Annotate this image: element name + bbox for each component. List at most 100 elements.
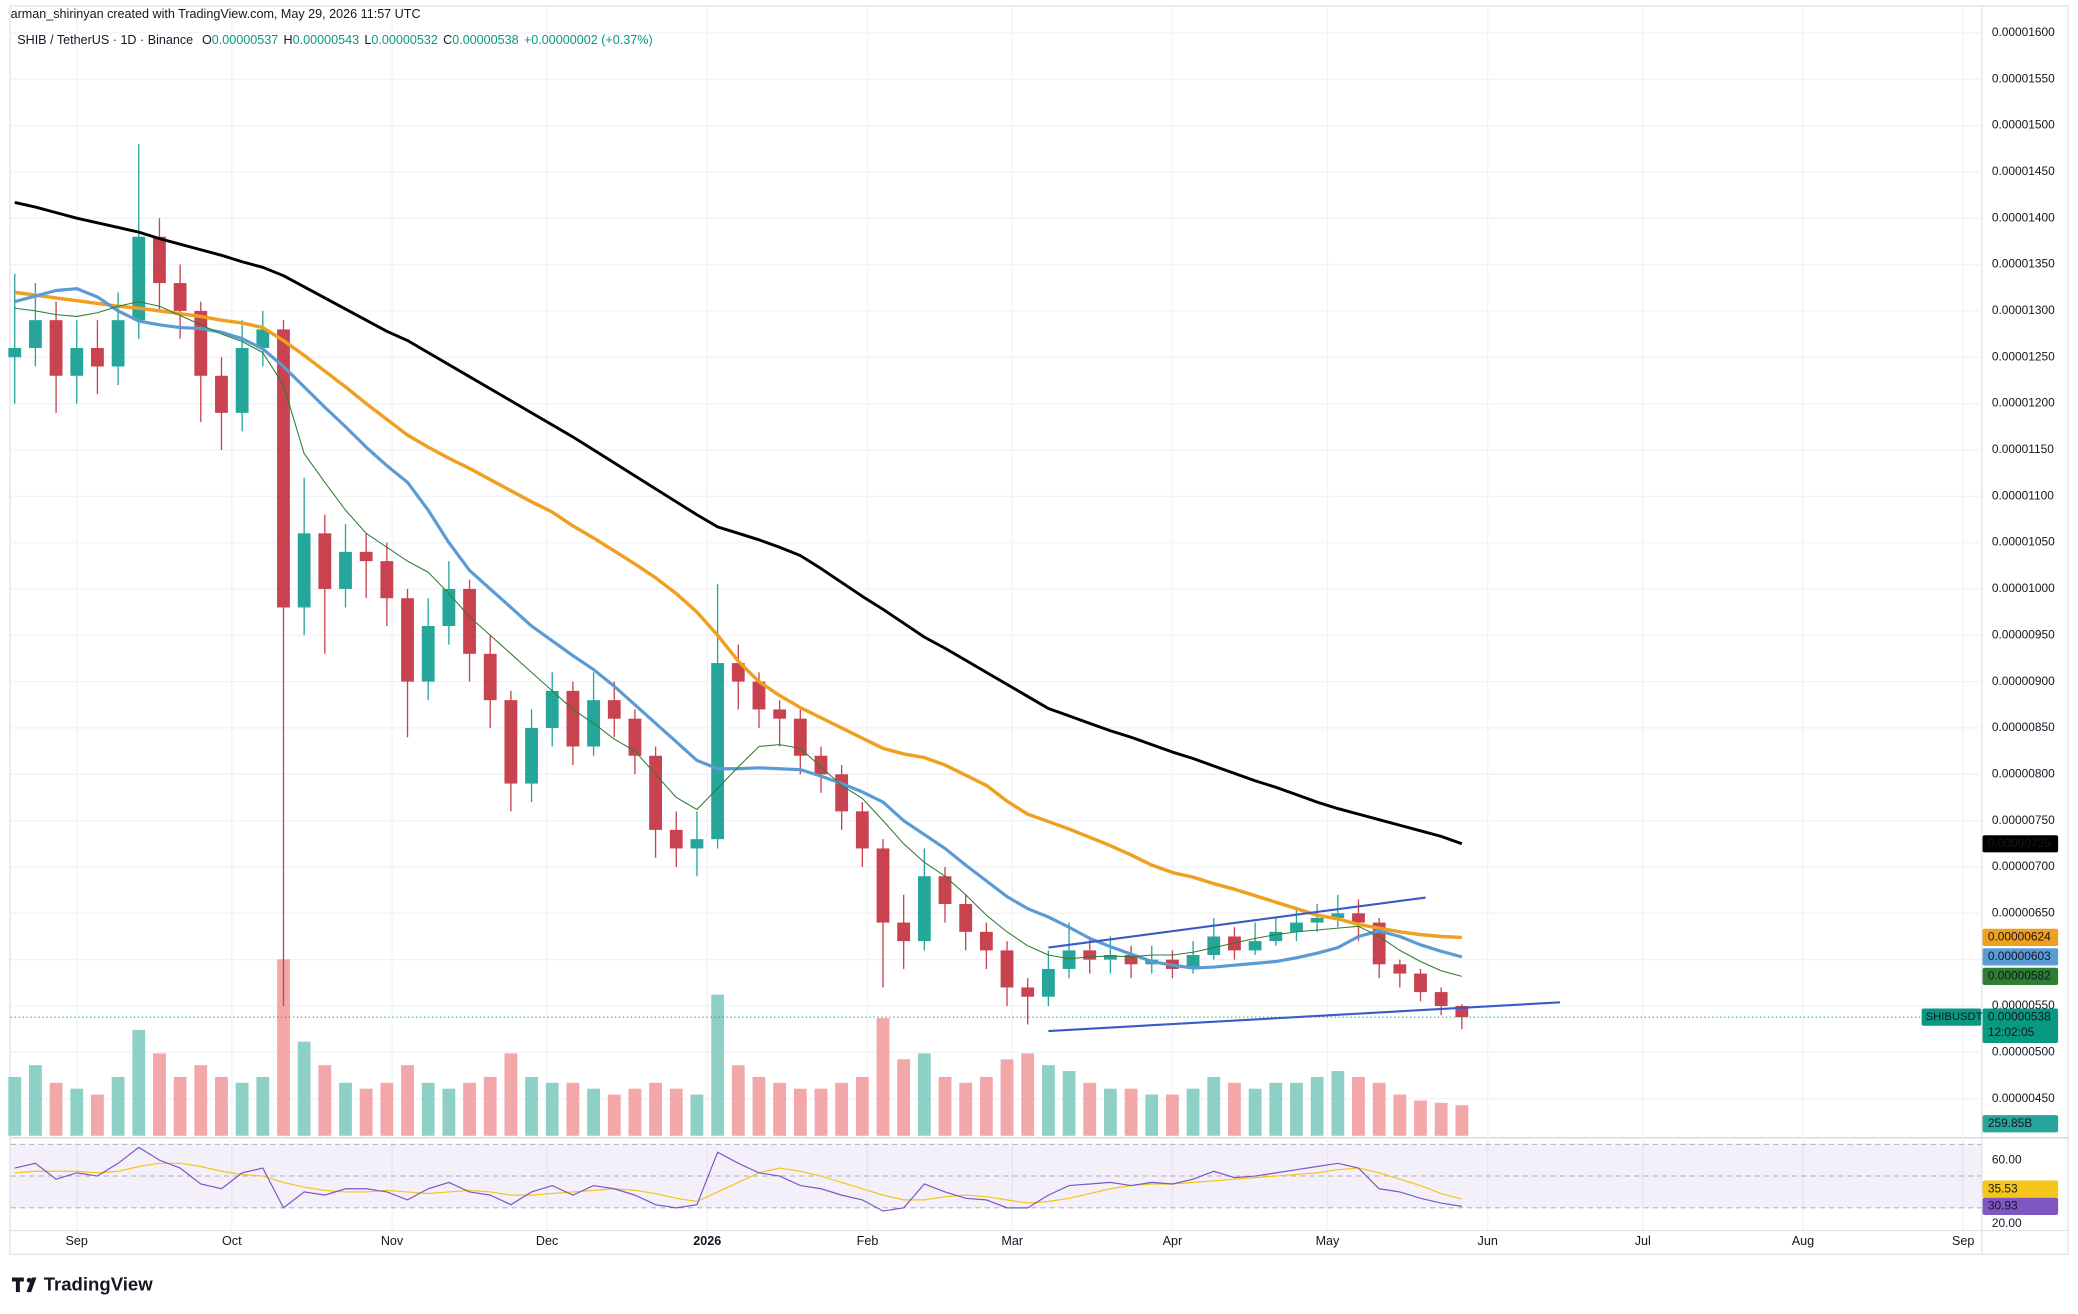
candle-body: [173, 283, 187, 311]
price-tag-label: 0.00000725: [1988, 836, 2051, 850]
candle-body: [442, 588, 456, 627]
volume-bar: [1248, 1088, 1262, 1136]
volume-bar: [297, 1041, 311, 1136]
candle-body: [504, 700, 518, 784]
logo-dot: [26, 1277, 32, 1283]
volume-bar: [1145, 1094, 1159, 1136]
volume-bar: [793, 1088, 807, 1136]
volume-bar: [690, 1094, 704, 1136]
volume-bar: [1331, 1071, 1345, 1136]
y-tick-label: 0.00000500: [1992, 1044, 2055, 1058]
volume-bar: [318, 1065, 332, 1136]
y-tick-label: 0.00000800: [1992, 766, 2055, 780]
ohlc-key: H: [284, 33, 293, 47]
volume-bar: [649, 1082, 663, 1136]
candle-body: [277, 329, 290, 608]
ohlc-value: 0.00000532: [371, 33, 437, 47]
candle-body: [111, 320, 125, 367]
volume-bar: [70, 1088, 84, 1136]
candle-body: [1000, 950, 1014, 988]
volume-bar: [111, 1076, 125, 1136]
candle-body: [731, 663, 745, 682]
y-tick-label: 0.00001400: [1992, 210, 2055, 224]
volume-bar: [401, 1065, 414, 1136]
candle-body: [421, 626, 435, 682]
x-tick-label: May: [1316, 1234, 1340, 1248]
volume-bar: [773, 1082, 787, 1136]
volume-bar: [132, 1029, 146, 1136]
y-tick-label: 0.00001300: [1992, 303, 2055, 317]
candle-body: [1455, 1005, 1469, 1018]
moving-average: [14, 290, 1462, 940]
candle-body: [917, 876, 931, 942]
rsi-line: [14, 1146, 1462, 1212]
volume-bar: [442, 1088, 456, 1136]
volume-bar: [463, 1082, 476, 1136]
candle-body: [545, 690, 559, 728]
y-tick-label: 0.00001000: [1992, 581, 2055, 595]
ohlc-value: 0.00000538: [452, 33, 518, 47]
volume-bar: [1062, 1071, 1076, 1136]
volume-bar: [959, 1082, 973, 1136]
moving-average: [14, 287, 1463, 970]
candle-body: [91, 347, 104, 367]
y-tick-label: 0.00001150: [1992, 442, 2054, 456]
x-tick-label: Dec: [536, 1234, 558, 1248]
candle-body: [1062, 950, 1076, 969]
y-tick-label: 0.00001500: [1992, 118, 2055, 132]
x-tick-label: Sep: [66, 1234, 88, 1248]
price-tag-label: 30.93: [1988, 1199, 2018, 1213]
volume-bar: [1207, 1076, 1221, 1136]
candle-body: [876, 848, 890, 923]
candle-body: [773, 709, 787, 719]
candle-body: [1269, 931, 1283, 942]
candle-body: [297, 533, 311, 608]
volume-bar: [835, 1082, 849, 1136]
candle-body: [959, 904, 973, 932]
candle-body: [1434, 992, 1448, 1006]
candle-body: [1414, 973, 1427, 993]
volume-bar: [1103, 1088, 1117, 1136]
candle-body: [752, 681, 766, 710]
ohlc-key: C: [443, 33, 452, 47]
volume-bar: [8, 1076, 22, 1136]
volume-bar: [1186, 1088, 1200, 1136]
candle-body: [1103, 955, 1117, 960]
symbol-tag-label: SHIBUSDT: [1926, 1011, 1983, 1023]
y-tick-label: 0.00001600: [1992, 25, 2055, 39]
volume-bar: [1021, 1053, 1035, 1136]
volume-bar: [731, 1065, 745, 1136]
candle-body: [1021, 987, 1035, 997]
x-tick-label: Aug: [1792, 1234, 1814, 1248]
brand-logo: TradingView: [11, 1273, 153, 1294]
brand-name: TradingView: [44, 1273, 153, 1294]
volume-bar: [752, 1076, 766, 1136]
candle-body: [215, 375, 228, 413]
ohlc-value: 0.00000537: [212, 33, 278, 47]
volume-bar: [587, 1088, 600, 1136]
price-tag-label: 0.00000538: [1988, 1009, 2051, 1023]
candle-body: [525, 727, 538, 784]
candle-body: [1041, 968, 1055, 997]
volume-bar: [1414, 1100, 1427, 1136]
volume-bar: [173, 1076, 187, 1136]
candle-body: [463, 588, 476, 654]
volume-bar: [1228, 1082, 1241, 1136]
x-tick-label: Nov: [381, 1234, 404, 1248]
price-tag: [1982, 948, 2059, 966]
countdown: 12:02:05: [1988, 1025, 2035, 1039]
volume-bar: [628, 1088, 642, 1136]
price-tag: [1982, 1197, 2059, 1215]
volume-bar: [566, 1082, 580, 1136]
volume-bar: [1000, 1059, 1014, 1136]
volume-bar: [1083, 1082, 1097, 1136]
x-tick-label: Oct: [222, 1234, 242, 1248]
y-tick-label: 0.00001350: [1992, 257, 2055, 271]
attribution: arman_shirinyan created with TradingView…: [11, 7, 421, 21]
x-tick-label: 2026: [693, 1234, 721, 1248]
trend-line: [1048, 896, 1426, 949]
y-tick-label: 0.00000700: [1992, 859, 2055, 873]
moving-average: [14, 301, 1462, 977]
volume-bar: [1166, 1094, 1179, 1136]
